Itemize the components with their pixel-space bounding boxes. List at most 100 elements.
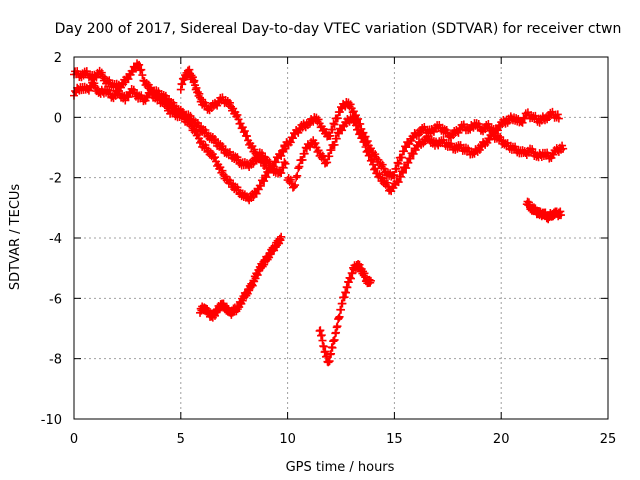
data-point — [243, 132, 252, 141]
data-point — [252, 189, 261, 198]
data-point — [137, 65, 146, 74]
data-point — [298, 155, 307, 164]
data-point — [97, 68, 106, 77]
data-point — [330, 120, 339, 129]
data-point — [233, 110, 242, 119]
data-point — [240, 127, 249, 136]
data-point — [390, 171, 399, 180]
data-point — [262, 164, 271, 173]
chart-title: Day 200 of 2017, Sidereal Day-to-day VTE… — [55, 21, 622, 37]
data-point — [279, 163, 288, 172]
y-tick-label: -4 — [49, 232, 62, 247]
series-upper-band-a — [70, 59, 290, 178]
data-point — [378, 160, 387, 169]
data-point — [323, 158, 332, 167]
data-point — [300, 149, 309, 158]
data-point — [397, 153, 406, 162]
data-point — [557, 211, 566, 220]
data-point — [553, 110, 562, 119]
data-point — [234, 115, 243, 124]
data-point — [138, 71, 147, 80]
series-upper-band-c — [176, 65, 271, 173]
x-tick-label: 10 — [279, 432, 296, 447]
data-point — [218, 166, 227, 175]
data-point — [295, 162, 304, 171]
data-point — [400, 147, 409, 156]
data-point — [260, 177, 269, 186]
data-point — [286, 175, 295, 184]
data-point — [346, 100, 355, 109]
data-markers — [70, 59, 568, 367]
y-tick-label: -8 — [49, 353, 62, 368]
data-point — [371, 164, 380, 173]
data-point — [409, 149, 418, 158]
data-point — [281, 159, 290, 168]
data-point — [280, 158, 289, 167]
data-point — [356, 119, 365, 128]
y-axis-label: SDTVAR / TECUs — [8, 184, 23, 291]
data-point — [333, 322, 342, 331]
data-point — [365, 150, 374, 159]
data-point — [186, 118, 195, 127]
data-point — [335, 312, 344, 321]
data-point — [392, 164, 401, 173]
data-point — [225, 98, 234, 107]
y-tick-label: -10 — [41, 413, 62, 428]
axis-ticks: 0 5 10 15 20 25 -10 -8 -6 -4 -2 0 2 — [41, 51, 617, 447]
series-lower-right-track — [522, 197, 566, 224]
data-point — [360, 138, 369, 147]
y-tick-label: 2 — [54, 51, 62, 66]
data-point — [332, 134, 341, 143]
data-point — [135, 60, 144, 69]
series-upper-band-b — [70, 78, 290, 205]
x-tick-label: 25 — [600, 432, 617, 447]
data-point — [328, 125, 337, 134]
data-point — [350, 116, 359, 125]
data-point — [396, 172, 405, 181]
data-point — [330, 140, 339, 149]
data-point — [382, 178, 391, 187]
x-tick-label: 20 — [493, 432, 510, 447]
data-point — [256, 181, 265, 190]
data-point — [293, 171, 302, 180]
data-point — [333, 114, 342, 123]
data-point — [325, 152, 334, 161]
data-point — [327, 146, 336, 155]
data-point — [338, 126, 347, 135]
data-point — [288, 134, 297, 143]
data-point — [351, 121, 360, 130]
data-point — [402, 164, 411, 173]
data-point — [518, 118, 527, 127]
series-lower-middle-track — [315, 259, 375, 367]
data-point — [161, 98, 170, 107]
data-point — [294, 164, 303, 173]
data-point — [290, 182, 299, 191]
x-tick-label: 5 — [177, 432, 185, 447]
data-point — [311, 139, 320, 148]
data-point — [277, 151, 286, 160]
data-point — [394, 159, 403, 168]
data-point — [124, 75, 133, 84]
data-point — [358, 133, 367, 142]
data-point — [393, 158, 402, 167]
data-point — [124, 93, 133, 102]
y-tick-label: -2 — [49, 172, 62, 187]
x-tick-label: 15 — [386, 432, 403, 447]
data-point — [366, 276, 375, 285]
data-point — [406, 154, 415, 163]
y-tick-label: 0 — [54, 111, 62, 126]
data-point — [326, 131, 335, 140]
data-point — [271, 158, 280, 167]
data-point — [277, 169, 286, 178]
data-point — [90, 79, 99, 88]
data-point — [286, 138, 295, 147]
series-middle-band — [279, 98, 563, 181]
data-point — [554, 114, 563, 123]
data-point — [261, 159, 270, 168]
data-point — [262, 173, 271, 182]
data-point — [292, 173, 301, 182]
data-point — [250, 145, 259, 154]
data-point — [559, 144, 568, 153]
data-point — [314, 115, 323, 124]
